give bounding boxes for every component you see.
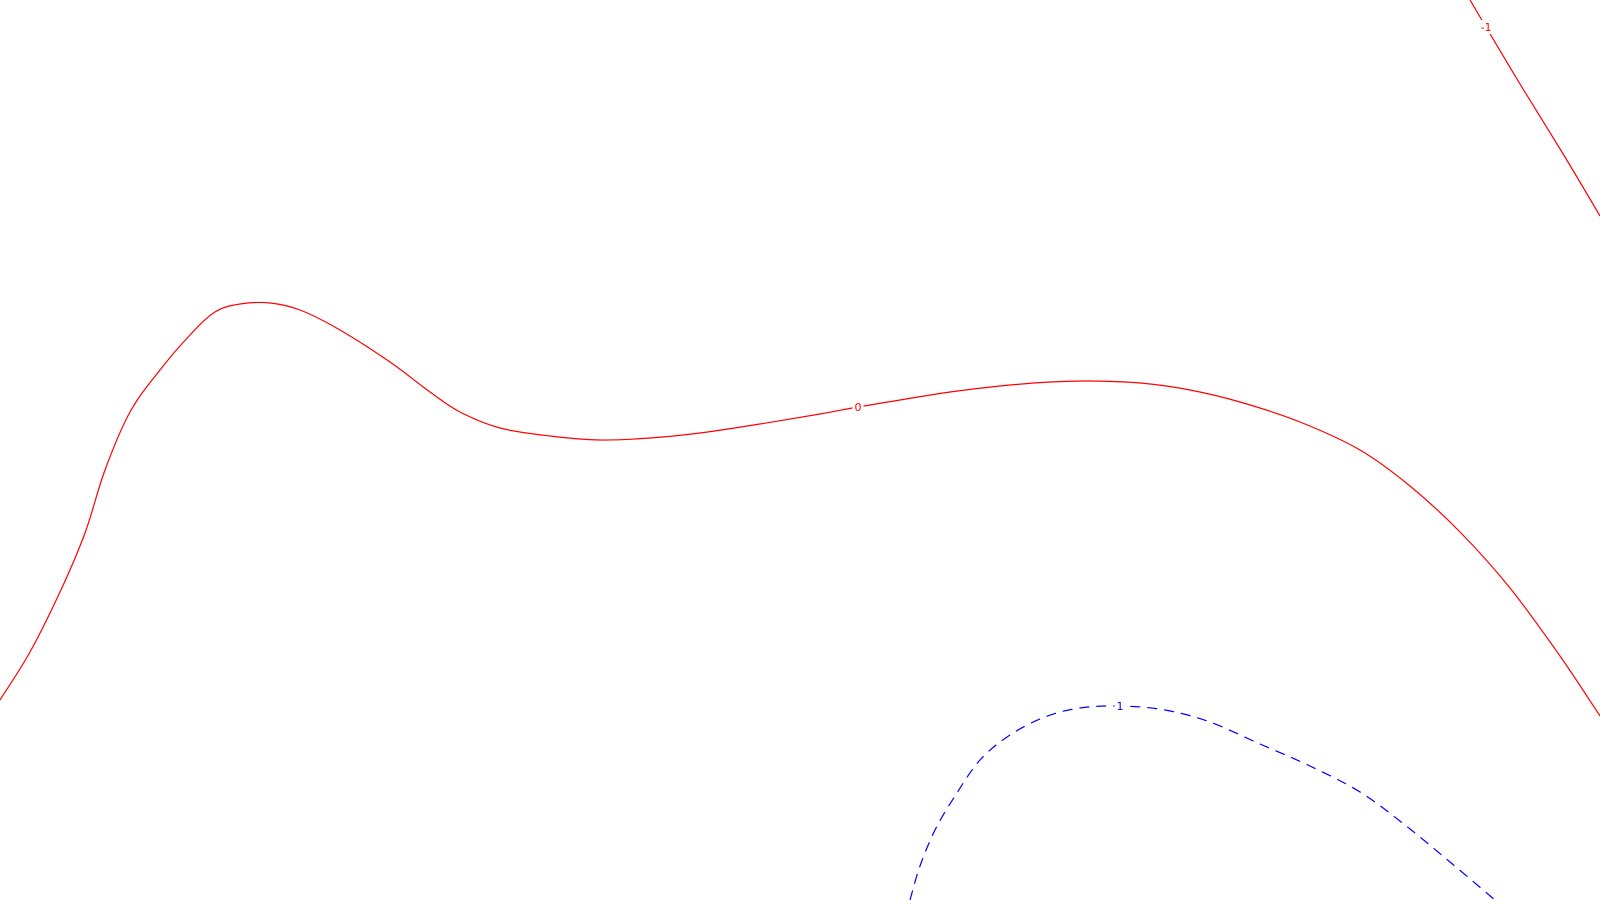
contour-label-background — [1477, 20, 1495, 34]
contour-label-1: 1 — [1117, 700, 1124, 713]
contour-label-neg1: -1 — [1481, 21, 1492, 34]
contour-labels: -1 0 1 — [852, 20, 1495, 713]
contour-label-background — [852, 400, 864, 414]
contour-line-level-neg1 — [1469, 0, 1600, 217]
contour-line-level-0 — [0, 301, 1600, 717]
contour-label-0: 0 — [855, 401, 862, 414]
contour-label-background — [1114, 699, 1126, 713]
